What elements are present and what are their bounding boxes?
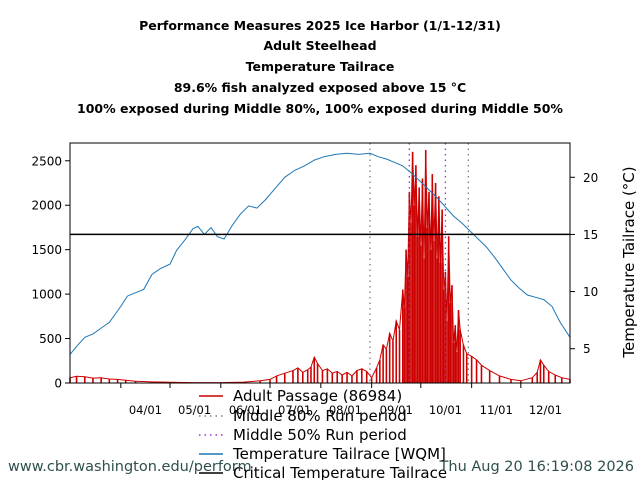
legend-label: Adult Passage (86984) — [233, 387, 402, 405]
temperature-tailrace-line — [69, 152, 571, 355]
plot-background — [70, 143, 570, 383]
x-axis: 04/01 05/01 06/01 07/01 08/01 09/01 10/01 11/01… — [120, 383, 562, 417]
right-axis-tick-label: 20 — [583, 171, 598, 185]
left-axis-tick-label: 1500 — [31, 243, 62, 257]
legend-label: Temperature Tailrace [WQM] — [232, 445, 446, 463]
right-axis-tick-label: 5 — [583, 342, 591, 356]
left-axis-tick-label: 1000 — [31, 288, 62, 302]
right-y-axis: 5 10 15 20 — [570, 171, 598, 356]
chart-title-block: Performance Measures 2025 Ice Harbor (1/… — [77, 18, 563, 116]
chart-title-line: Temperature Tailrace — [246, 59, 395, 74]
left-axis-tick-label: 2000 — [31, 199, 62, 213]
footer-url: www.cbr.washington.edu/perform — [8, 459, 252, 475]
right-axis-title: Temperature Tailrace (°C) — [620, 166, 638, 358]
left-axis-tick-label: 0 — [54, 377, 62, 391]
passage-outline — [69, 150, 571, 384]
legend: Adult Passage (86984) Middle 80% Run peri… — [199, 387, 447, 480]
chart-title-line: 89.6% fish analyzed exposed above 15 °C — [174, 80, 466, 95]
x-axis-tick-label: 10/01 — [429, 403, 462, 417]
x-axis-tick-label: 11/01 — [480, 403, 513, 417]
x-axis-tick-label: 08/01 — [329, 403, 362, 417]
chart-title-line: Performance Measures 2025 Ice Harbor (1/… — [139, 18, 501, 33]
chart-title-line: Adult Steelhead — [263, 38, 376, 53]
left-y-axis: 0 500 1000 1500 2000 2500 — [31, 154, 70, 391]
x-axis-tick-label: 06/01 — [229, 403, 262, 417]
left-axis-tick-label: 500 — [39, 332, 62, 346]
legend-label: Critical Temperature Tailrace — [233, 464, 447, 480]
chart-title-line: 100% exposed during Middle 80%, 100% exp… — [77, 101, 563, 116]
x-axis-tick-label: 07/01 — [278, 403, 311, 417]
x-axis-tick-label: 12/01 — [529, 403, 562, 417]
legend-label: Middle 80% Run period — [233, 407, 407, 425]
plot-area — [69, 142, 571, 384]
plot-frame — [69, 142, 571, 384]
left-axis-tick-label: 2500 — [31, 154, 62, 168]
right-axis-tick-label: 10 — [583, 285, 598, 299]
legend-label: Middle 50% Run period — [233, 426, 407, 444]
footer-timestamp: Thu Aug 20 16:19:08 2026 — [439, 459, 634, 475]
right-axis-tick-label: 15 — [583, 228, 598, 242]
x-axis-tick-label: 09/01 — [380, 403, 413, 417]
x-axis-tick-label: 04/01 — [129, 403, 162, 417]
x-axis-tick-label: 05/01 — [178, 403, 211, 417]
